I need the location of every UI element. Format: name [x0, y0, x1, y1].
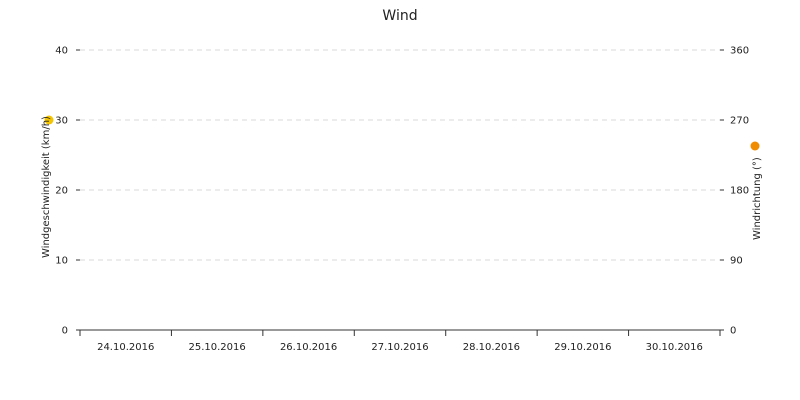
left-axis-legend-marker — [44, 115, 54, 125]
right-axis-ticks: 0 90 180 270 360 — [720, 46, 749, 337]
right-tick-label-4: 360 — [730, 46, 749, 57]
left-axis-title: Windgeschwindigkeit (km/h) — [41, 116, 52, 258]
right-axis-title: Windrichtung (°) — [752, 157, 763, 240]
x-tick-label-1: 25.10.2016 — [189, 342, 246, 353]
right-tick-label-1: 90 — [730, 256, 743, 267]
left-tick-label-2: 20 — [55, 186, 68, 197]
left-tick-label-1: 10 — [55, 256, 68, 267]
right-tick-label-3: 270 — [730, 116, 749, 127]
grid-lines — [80, 49, 720, 261]
x-tick-label-5: 29.10.2016 — [554, 342, 611, 353]
left-tick-label-3: 30 — [55, 116, 68, 127]
left-tick-label-0: 0 — [62, 326, 68, 337]
right-tick-label-0: 0 — [730, 326, 736, 337]
right-tick-label-2: 180 — [730, 186, 749, 197]
left-tick-label-4: 40 — [55, 46, 68, 57]
left-axis-ticks: 0 10 20 30 40 — [55, 46, 80, 337]
right-axis-legend-marker — [750, 141, 760, 151]
x-tick-label-4: 28.10.2016 — [463, 342, 520, 353]
x-tick-label-0: 24.10.2016 — [97, 342, 154, 353]
chart-title: Wind — [382, 8, 417, 24]
x-tick-label-3: 27.10.2016 — [371, 342, 428, 353]
x-axis-ticks: 24.10.2016 25.10.2016 26.10.2016 27.10.2016… — [79, 330, 721, 353]
x-tick-label-2: 26.10.2016 — [280, 342, 337, 353]
x-tick-label-6: 30.10.2016 — [646, 342, 703, 353]
